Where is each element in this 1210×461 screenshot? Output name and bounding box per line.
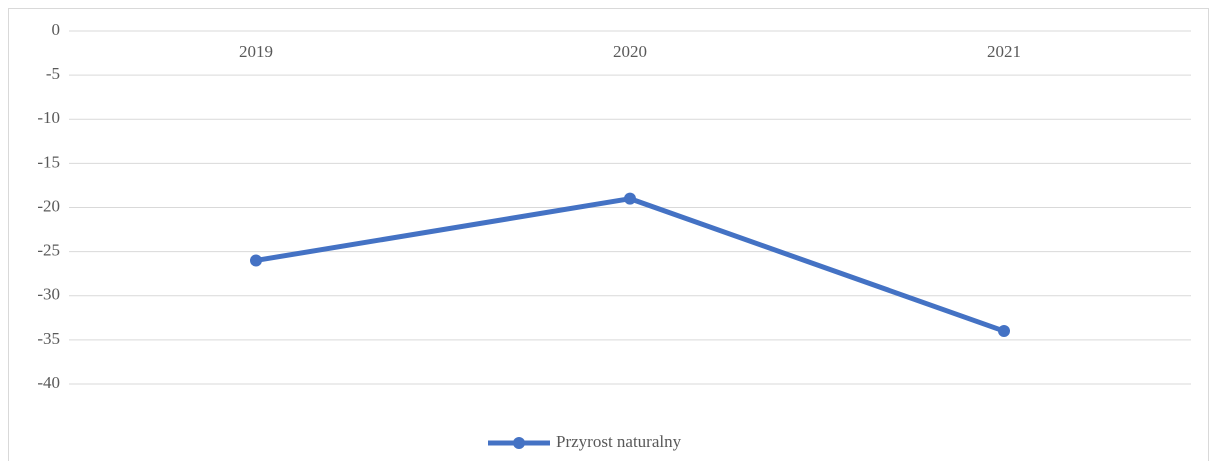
data-point bbox=[250, 254, 262, 267]
y-tick-label: -10 bbox=[37, 108, 60, 127]
chart-border bbox=[8, 8, 1209, 461]
y-tick-label: -40 bbox=[37, 373, 60, 392]
x-tick-label: 2020 bbox=[613, 42, 647, 61]
legend-marker bbox=[513, 437, 525, 449]
y-tick-label: -30 bbox=[37, 285, 60, 304]
data-point bbox=[998, 325, 1010, 338]
y-tick-label: 0 bbox=[52, 20, 61, 39]
y-tick-label: -5 bbox=[46, 64, 60, 83]
y-tick-label: -35 bbox=[37, 329, 60, 348]
y-tick-label: -15 bbox=[37, 152, 60, 171]
legend-label: Przyrost naturalny bbox=[556, 432, 682, 451]
data-point bbox=[624, 192, 636, 205]
x-tick-label: 2021 bbox=[987, 42, 1021, 61]
y-tick-label: -25 bbox=[37, 241, 60, 260]
y-tick-label: -20 bbox=[37, 196, 60, 215]
x-tick-label: 2019 bbox=[239, 42, 273, 61]
